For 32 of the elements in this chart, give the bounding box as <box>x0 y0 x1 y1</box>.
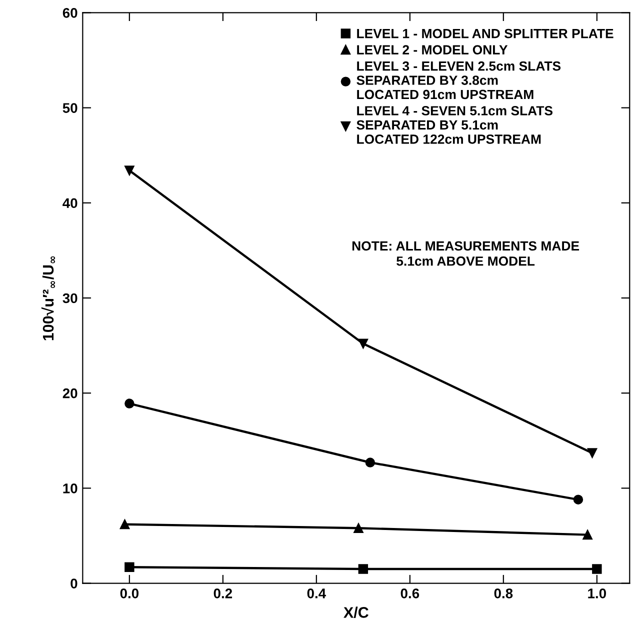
y-tick-label: 40 <box>62 198 78 208</box>
point <box>573 494 584 504</box>
x-tick-label: 0.2 <box>214 588 232 598</box>
y-tick-label: 50 <box>62 103 78 113</box>
point <box>120 519 130 530</box>
legend-label: LEVEL 3 - ELEVEN 2.5cm SLATS SEPARATED BY 3.8cm LOCATED 91cm UPSTREAM <box>356 61 561 100</box>
point <box>358 338 368 348</box>
x-axis-title: X/C <box>344 606 368 618</box>
annotation: NOTE: ALL MEASUREMENTS MADE 5.1cm ABOVE MODEL <box>352 241 580 266</box>
x-tick-label: 0.8 <box>494 588 513 598</box>
point <box>587 448 598 458</box>
x-tick-label: 1.0 <box>588 588 606 598</box>
x-tick-label: 0.0 <box>120 588 139 598</box>
point <box>124 166 134 176</box>
x-tick-label: 0.6 <box>400 588 420 598</box>
legend-label: LEVEL 2 - MODEL ONLY <box>357 45 508 54</box>
x-tick-label: 0.4 <box>307 588 326 598</box>
y-tick-label: 30 <box>62 293 78 304</box>
y-tick-label: 10 <box>63 484 78 494</box>
point <box>354 523 364 533</box>
y-tick-label: 60 <box>62 8 78 18</box>
point <box>592 564 602 574</box>
point <box>365 458 376 468</box>
y-axis-title: 100√u′²$_{∞}$/U$_{∞}$ <box>41 256 56 340</box>
point <box>358 564 368 574</box>
point <box>124 562 134 572</box>
y-tick-label: 0 <box>70 578 78 588</box>
y-tick-label: 20 <box>62 388 78 398</box>
point <box>124 398 134 408</box>
point <box>582 530 592 540</box>
legend-label: LEVEL 4 - SEVEN 5.1cm SLATS SEPARATED BY 5.1cm LOCATED 122cm UPSTREAM <box>356 106 552 144</box>
legend-label: LEVEL 1 - MODEL AND SPLITTER PLATE <box>357 28 614 38</box>
